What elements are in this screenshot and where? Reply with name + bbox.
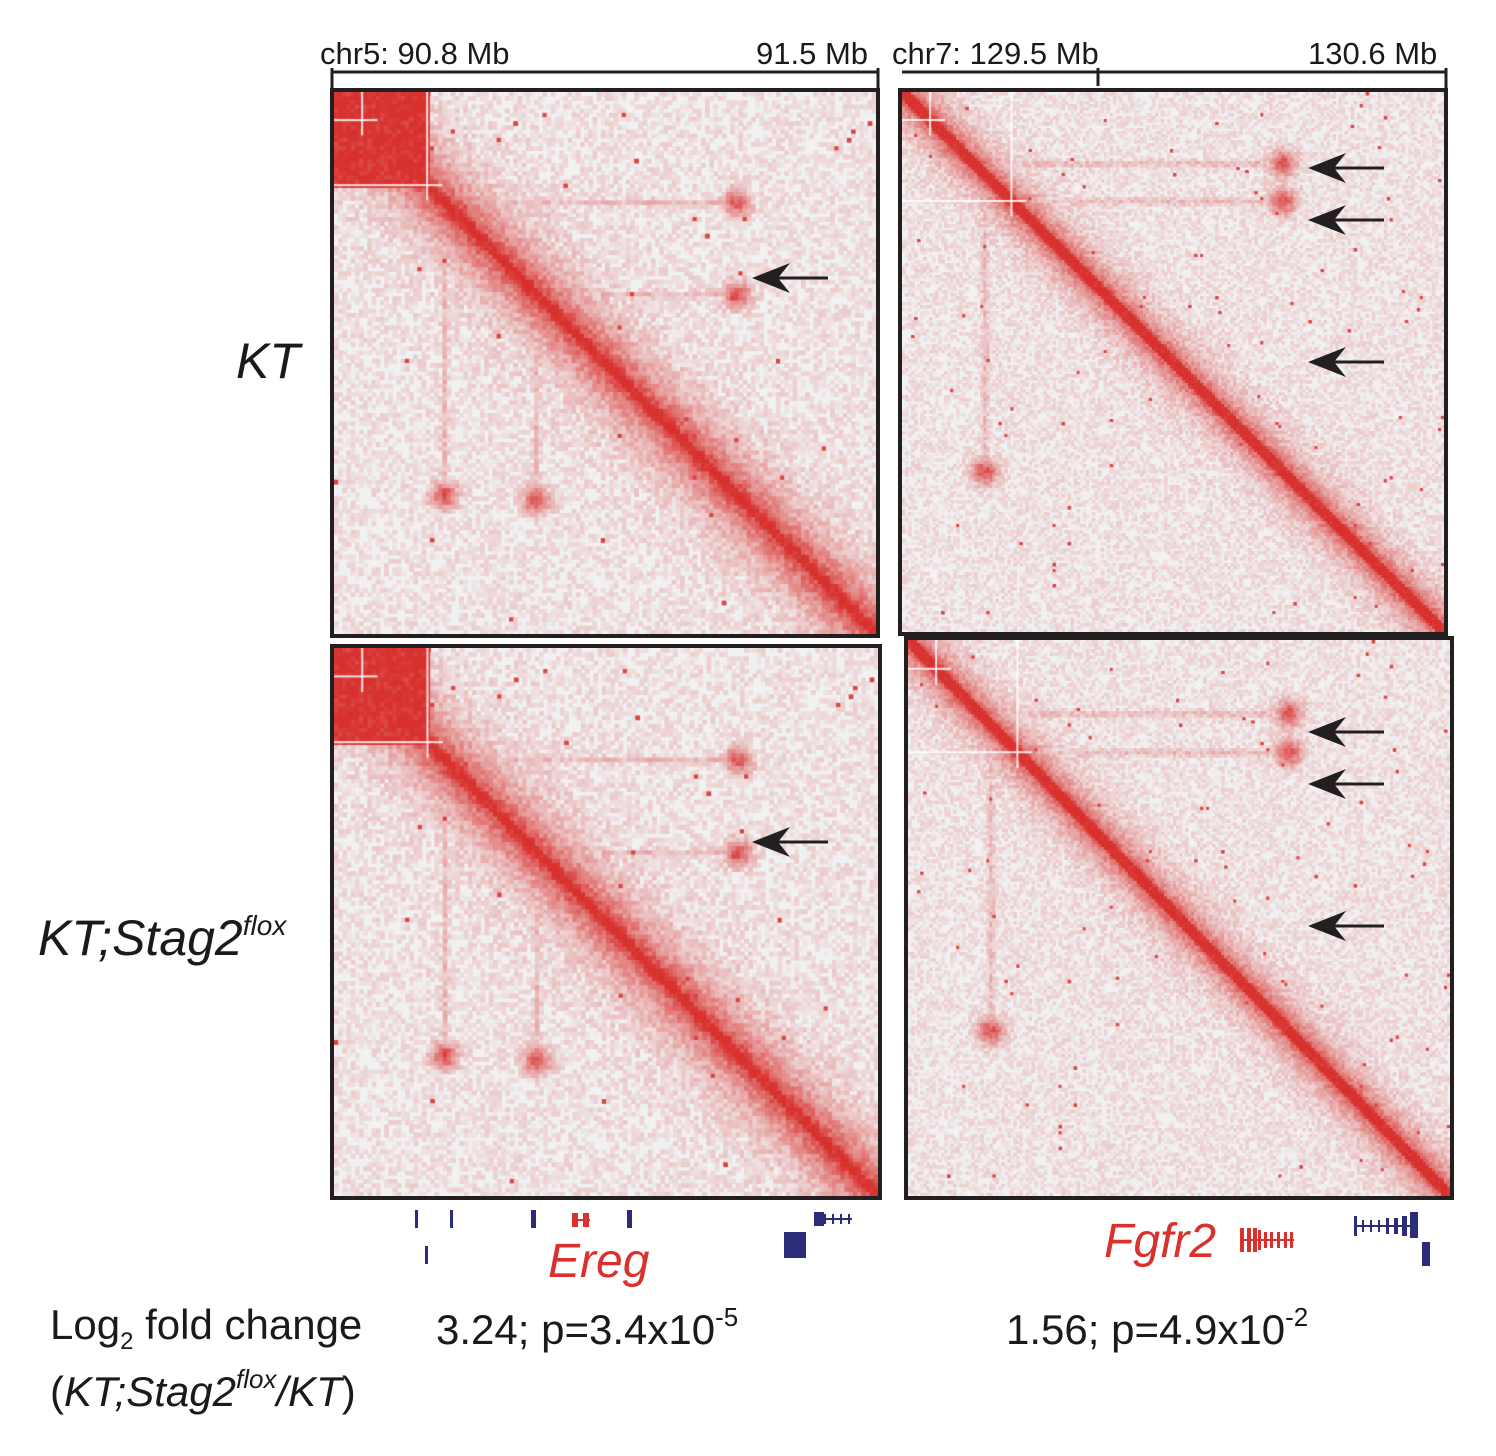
gene-model-fgfr2 <box>1240 1228 1294 1252</box>
loop-arrow-icon <box>1308 153 1384 183</box>
loop-arrow-icon <box>1308 911 1384 941</box>
loop-arrow-icon <box>1308 717 1384 747</box>
comparison-numerator: KT;Stag2 <box>64 1368 236 1415</box>
ereg-statistic-exponent: -5 <box>715 1302 739 1332</box>
right-end-coordinate: 130.6 Mb <box>1308 36 1438 71</box>
row-label-superscript: flox <box>242 910 287 941</box>
loop-arrow-icon <box>752 827 828 857</box>
fold-change-label-rest: fold change <box>133 1301 363 1348</box>
left-start-coordinate: chr5: 90.8 Mb <box>320 36 510 71</box>
loop-arrow-icon <box>1308 205 1384 235</box>
heatmap-canvas <box>334 648 878 1196</box>
ereg-statistic-value: 3.24; p=3.4x10 <box>436 1306 716 1353</box>
right-start-coordinate: chr7: 129.5 Mb <box>892 36 1099 71</box>
fgfr2-statistic: 1.56; p=4.9x10-2 <box>1006 1304 1308 1351</box>
fold-change-label: Log2 fold change <box>50 1304 362 1354</box>
row-label-kt-stag2-flox: KT;Stag2flox <box>38 910 287 966</box>
gene-track-left <box>415 1210 852 1264</box>
loop-arrow-icon <box>752 263 828 293</box>
gene-model-ereg <box>572 1213 590 1227</box>
comparison-denominator: /KT <box>276 1368 342 1415</box>
row-label-kt: KT <box>236 333 300 389</box>
fgfr2-statistic-value: 1.56; p=4.9x10 <box>1006 1306 1286 1353</box>
ereg-statistic: 3.24; p=3.4x10-5 <box>436 1304 738 1351</box>
comparison-close-paren: ) <box>341 1368 356 1415</box>
gene-label-ereg: Ereg <box>548 1235 650 1288</box>
row-label-main: KT;Stag2 <box>38 910 243 966</box>
loop-arrow-icon <box>1308 769 1384 799</box>
heatmap-kt-stag2-ereg <box>330 644 882 1200</box>
comparison-open-paren: ( <box>50 1368 64 1415</box>
heatmap-canvas <box>334 92 876 634</box>
fgfr2-statistic-exponent: -2 <box>1285 1302 1309 1332</box>
fold-change-label-subscript: 2 <box>120 1328 134 1355</box>
loop-arrow-icon <box>1308 347 1384 377</box>
comparison-superscript: flox <box>235 1364 277 1394</box>
fold-change-comparison: (KT;Stag2flox/KT) <box>50 1366 356 1413</box>
gene-label-fgfr2: Fgfr2 <box>1104 1215 1217 1268</box>
gene-track-right <box>1354 1212 1430 1266</box>
fold-change-label-log: Log <box>50 1301 121 1348</box>
left-end-coordinate: 91.5 Mb <box>756 36 869 71</box>
heatmap-kt-ereg <box>330 88 880 638</box>
